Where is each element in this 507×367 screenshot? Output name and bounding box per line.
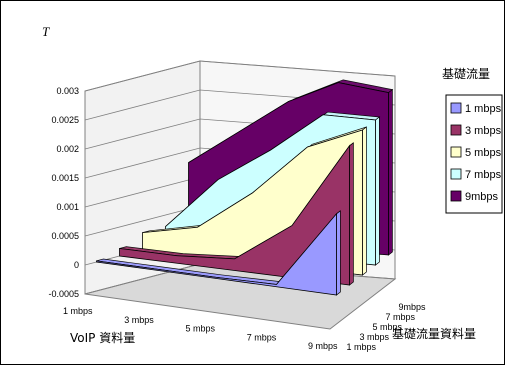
x-tick-label: 1 mbps — [63, 306, 93, 316]
z-tick-label: 0.003 — [56, 86, 79, 96]
legend: 1 mbps 3 mbps 5 mbps 7 mbps 9mbps — [445, 94, 503, 214]
series-cap — [362, 126, 367, 276]
z-axis-ticks: -0.0005 0 0.0005 0.001 0.0015 0.002 0.0025 0.00… — [48, 86, 79, 299]
legend-label: 9mbps — [465, 191, 499, 203]
legend-label: 5 mbps — [465, 147, 502, 159]
series-3-mbps — [119, 142, 354, 286]
series-cap — [336, 210, 341, 296]
gridline — [84, 60, 396, 92]
series-face — [96, 212, 337, 296]
y-axis-title: 基礎流量資料量 — [392, 327, 476, 341]
legend-item: 5 mbps — [450, 146, 502, 159]
z-tick-label: 0 — [74, 260, 79, 270]
y-tick-label: 9mbps — [399, 302, 427, 312]
z-tick-label: 0.001 — [56, 202, 79, 212]
x-tick-label: 5 mbps — [186, 324, 216, 334]
legend-swatch — [450, 146, 462, 158]
x-tick-label: 7 mbps — [247, 332, 277, 342]
series-face — [119, 144, 350, 286]
legend-swatch — [450, 124, 462, 136]
x-tick-label: 9 mbps — [308, 341, 338, 351]
legend-item: 3 mbps — [450, 124, 502, 137]
series-cap — [375, 116, 380, 266]
legend-swatch — [450, 168, 462, 180]
legend-swatch — [450, 190, 462, 202]
legend-item: 7 mbps — [450, 168, 502, 181]
legend-title: 基礎流量 — [442, 67, 490, 81]
x-axis-title: VoIP 資料量 — [70, 331, 135, 345]
legend-label: 1 mbps — [465, 103, 502, 115]
series-1-mbps — [96, 210, 341, 296]
legend-swatch — [450, 102, 462, 114]
legend-label: 3 mbps — [465, 125, 502, 137]
z-tick-label: -0.0005 — [48, 289, 79, 299]
z-tick-label: 0.0005 — [51, 231, 79, 241]
x-axis-ticks: 1 mbps 3 mbps 5 mbps 7 mbps 9 mbps — [63, 306, 338, 351]
y-tick-label: 5 mbps — [373, 322, 403, 332]
x-tick-label: 3 mbps — [124, 315, 154, 325]
legend-label: 7 mbps — [465, 169, 502, 181]
series-layer — [96, 79, 394, 296]
z-tick-label: 0.0015 — [51, 173, 79, 183]
legend-item: 1 mbps — [450, 102, 502, 115]
z-tick-label: 0.002 — [56, 144, 79, 154]
series-cap — [388, 88, 393, 256]
series-cap — [349, 142, 354, 286]
z-tick-label: 0.0025 — [51, 115, 79, 125]
y-tick-label: 7 mbps — [386, 312, 416, 322]
z-axis-title: T — [42, 24, 50, 39]
legend-item: 9mbps — [450, 190, 499, 203]
y-tick-label: 1 mbps — [347, 342, 377, 352]
y-tick-label: 3 mbps — [360, 332, 390, 342]
